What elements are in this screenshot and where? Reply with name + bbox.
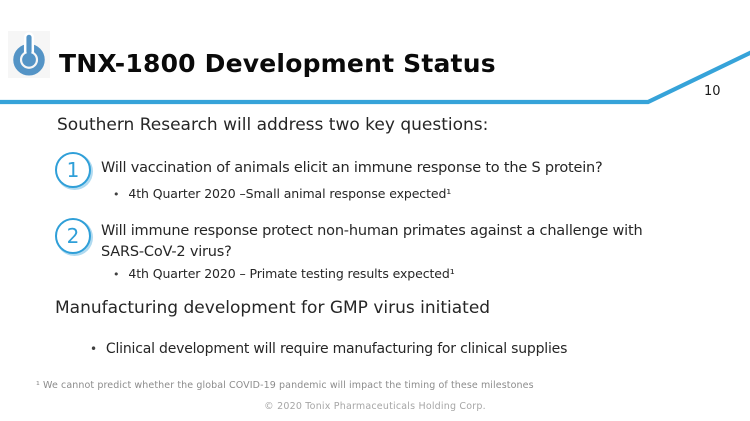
section-bullet: • Clinical development will require manu… bbox=[90, 341, 567, 357]
section-bullet-text: Clinical development will require manufa… bbox=[105, 341, 568, 357]
question-2-sub-bullet: • 4th Quarter 2020 – Primate testing res… bbox=[113, 266, 455, 281]
power-icon bbox=[13, 32, 45, 76]
question-1-text: Will vaccination of animals elicit an im… bbox=[101, 160, 603, 176]
bullet-icon: • bbox=[90, 342, 97, 356]
page-title: TNX-1800 Development Status bbox=[59, 49, 496, 78]
question-1-number-badge: 1 bbox=[55, 152, 91, 188]
question-2-text: Will immune response protect non-human p… bbox=[101, 223, 643, 260]
footnote: ¹ We cannot predict whether the global C… bbox=[36, 380, 534, 391]
intro-heading: Southern Research will address two key q… bbox=[57, 115, 489, 135]
tonix-logo bbox=[8, 31, 50, 78]
page-number: 10 bbox=[704, 84, 721, 99]
question-2-sub-bullet-text: 4th Quarter 2020 – Primate testing resul… bbox=[128, 266, 455, 281]
question-2-number-badge: 2 bbox=[55, 218, 91, 254]
question-1-number: 1 bbox=[66, 158, 80, 182]
question-1-sub-bullet: • 4th Quarter 2020 –Small animal respons… bbox=[113, 186, 451, 201]
question-2-number: 2 bbox=[66, 224, 80, 248]
section-heading: Manufacturing development for GMP virus … bbox=[55, 298, 491, 318]
copyright: © 2020 Tonix Pharmaceuticals Holding Cor… bbox=[264, 401, 486, 412]
bullet-icon: • bbox=[113, 268, 120, 281]
bullet-icon: • bbox=[113, 188, 120, 201]
question-1-sub-bullet-text: 4th Quarter 2020 –Small animal response … bbox=[128, 186, 452, 201]
